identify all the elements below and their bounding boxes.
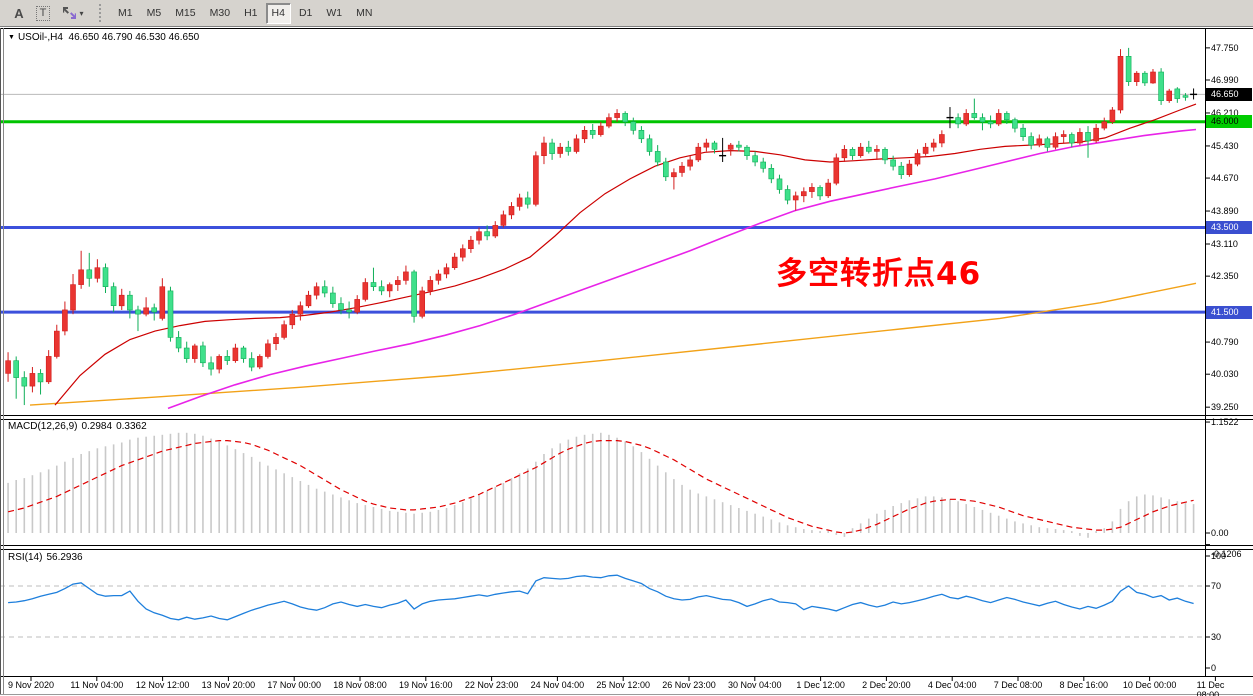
rsi-label: RSI(14) 56.2936 <box>8 552 83 563</box>
time-axis-label: 11 Nov 04:00 <box>70 680 124 690</box>
ma-orange-line <box>29 282 1197 406</box>
timeframe-button-m1[interactable]: M1 <box>118 7 133 19</box>
time-axis-label: 1 Dec 12:00 <box>796 680 845 690</box>
time-axis-label: 12 Nov 12:00 <box>135 680 190 690</box>
arrows-icon <box>63 7 77 19</box>
time-axis-label: 24 Nov 04:00 <box>530 680 585 690</box>
time-axis-label: 8 Dec 16:00 <box>1059 680 1109 690</box>
time-axis-label: 18 Nov 08:00 <box>333 680 387 690</box>
rsi-axis-label: 100 <box>1211 551 1227 561</box>
price-axis-label: 45.430 <box>1211 140 1239 151</box>
timeframe-group: M1 M5 M15 M30 H1 H4 D1 W1 MN <box>111 2 379 24</box>
time-axis-label: 2 Dec 20:00 <box>862 680 911 690</box>
timeframe-button-mn[interactable]: MN <box>356 7 373 19</box>
panel-borders <box>0 28 1253 695</box>
macd-signal-line <box>7 440 1194 534</box>
symbol-title: ▼ USOil-,H4 46.650 46.790 46.530 46.650 <box>8 32 200 43</box>
text-label-tool-button[interactable]: A <box>14 5 24 21</box>
time-axis-label: 9 Nov 2020 <box>7 680 55 690</box>
dropdown-caret-icon: ▾ <box>79 8 84 18</box>
macd-panel <box>7 432 1195 538</box>
text-box-tool-button[interactable]: T <box>32 3 54 23</box>
time-axis-label: 19 Nov 16:00 <box>399 680 453 690</box>
timeframe-button-h4[interactable]: H4 <box>265 2 291 24</box>
candles-layer <box>5 47 1198 406</box>
price-badge: 41.500 <box>1206 305 1252 319</box>
price-axis-label: 44.670 <box>1211 173 1239 184</box>
rsi-line <box>8 574 1194 621</box>
macd-axis-label: 0.00 <box>1211 528 1229 538</box>
toolbar: A T ▾ M1 M5 M15 M30 H1 H4 D1 W1 MN <box>0 0 1253 27</box>
price-axis-label: 46.990 <box>1211 75 1239 85</box>
timeframe-button-h1[interactable]: H1 <box>244 7 258 19</box>
macd-label: MACD(12,26,9) 0.2984 0.3362 <box>8 421 147 432</box>
macd-axis-label: 1.1522 <box>1211 417 1239 428</box>
price-badge: 46.000 <box>1206 115 1252 129</box>
horizontal-lines-layer <box>0 93 1205 314</box>
price-axis-label: 46.210 <box>1211 107 1239 118</box>
toolbar-separator[interactable] <box>99 4 105 22</box>
timeframe-button-d1[interactable]: D1 <box>298 7 313 19</box>
price-axis-label: 47.750 <box>1211 42 1239 53</box>
timeframe-button-m30[interactable]: M30 <box>209 7 231 19</box>
ma-magenta-line <box>167 128 1197 410</box>
text-box-icon: T <box>35 5 51 21</box>
price-badge: 46.650 <box>1206 87 1252 101</box>
time-axis-label: 4 Dec 04:00 <box>927 680 977 690</box>
price-axis-label: 43.110 <box>1211 239 1238 249</box>
time-axis-label: 22 Nov 23:00 <box>464 680 519 690</box>
time-axis-label: 11 Dec 08:00 <box>1196 680 1225 696</box>
chart-annotation-text[interactable]: 多空转折点46 <box>776 256 982 292</box>
timeframe-button-w1[interactable]: W1 <box>326 7 343 19</box>
collapse-triangle-icon[interactable]: ▼ <box>8 34 15 41</box>
ma-red-line <box>54 103 1197 406</box>
rsi-axis-label: 30 <box>1211 632 1222 642</box>
time-axis-label: 25 Nov 12:00 <box>596 680 650 690</box>
price-axis-label: 40.030 <box>1211 369 1239 380</box>
price-axis-label: 39.250 <box>1211 402 1239 413</box>
time-axis-label: 30 Nov 04:00 <box>728 680 782 690</box>
rsi-axis-label: 70 <box>1211 581 1222 591</box>
time-axis-label: 26 Nov 23:00 <box>662 680 716 690</box>
time-axis-label: 10 Dec 00:00 <box>1122 680 1177 690</box>
drawing-tools-button[interactable]: ▾ <box>56 3 90 23</box>
macd-axis-label: -0.1206 <box>1211 548 1242 559</box>
timeframe-button-m5[interactable]: M5 <box>146 7 162 19</box>
rsi-axis-label: 0 <box>1211 663 1217 673</box>
price-axis-label: 43.890 <box>1211 206 1239 217</box>
time-axis-label: 13 Nov 20:00 <box>201 680 256 690</box>
price-axis-label: 42.350 <box>1211 271 1239 282</box>
rsi-panel <box>0 574 1205 638</box>
timeframe-button-m15[interactable]: M15 <box>175 7 196 19</box>
price-axis-label: 40.790 <box>1211 337 1239 348</box>
time-axis-label: 7 Dec 08:00 <box>993 680 1043 690</box>
price-badge: 43.500 <box>1206 221 1252 235</box>
time-axis-label: 17 Nov 00:00 <box>267 680 321 690</box>
